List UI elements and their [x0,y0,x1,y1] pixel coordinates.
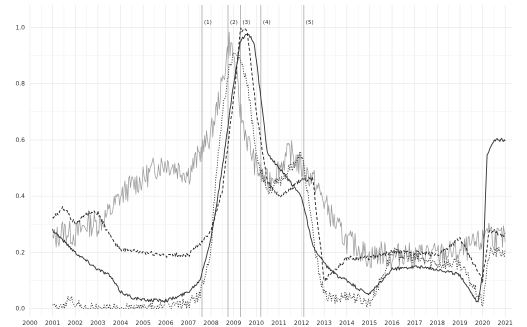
x-tick-label: 2000 [22,320,37,327]
y-tick-label: 0.6 [15,137,25,144]
y-tick-label: 0.0 [15,306,25,313]
x-tick-label: 2009 [226,320,241,327]
event-label: (2) [230,20,238,26]
x-tick-label: 2015 [362,320,377,327]
x-tick-label: 2008 [203,320,218,327]
x-tick-label: 2007 [181,320,196,327]
y-tick-label: 0.8 [15,81,25,88]
x-tick-label: 2019 [452,320,467,327]
x-tick-label: 2012 [294,320,309,327]
axis-ticks: 2000 2001 2002 2003 2004 2005 2006 2007 2008 2009… [15,24,513,327]
event-label: (1) [204,20,212,26]
x-tick-label: 2013 [317,320,332,327]
y-tick-label: 0.4 [15,193,25,200]
x-tick-label: 2005 [136,320,151,327]
x-tick-label: 2016 [384,320,399,327]
y-tick-label: 1.0 [15,24,25,31]
event-label: (5) [306,20,314,26]
series-line-1 [52,33,506,303]
x-tick-label: 2017 [407,320,422,327]
x-tick-label: 2020 [475,320,490,327]
x-tick-label: 2014 [339,320,354,327]
x-tick-label: 2004 [113,320,128,327]
x-tick-label: 2021 [498,320,513,327]
x-tick-label: 2002 [68,320,83,327]
x-tick-label: 2006 [158,320,173,327]
x-tick-label: 2010 [249,320,264,327]
y-tick-label: 0.2 [15,249,25,256]
x-tick-label: 2018 [430,320,445,327]
event-label: (4) [263,20,271,26]
x-tick-label: 2003 [90,320,105,327]
x-tick-label: 2001 [45,320,60,327]
data-series [52,27,506,310]
x-tick-label: 2011 [271,320,286,327]
series-line-2 [52,27,506,283]
series-line-3 [52,52,506,310]
event-label: (3) [242,20,250,26]
